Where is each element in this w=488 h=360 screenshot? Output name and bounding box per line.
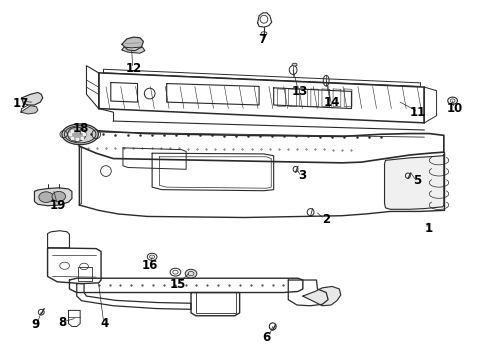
- Ellipse shape: [291, 63, 296, 66]
- Text: 14: 14: [323, 96, 340, 109]
- Polygon shape: [122, 37, 143, 51]
- Text: 15: 15: [170, 278, 186, 291]
- Text: 17: 17: [13, 97, 29, 110]
- Text: 8: 8: [59, 316, 67, 329]
- Polygon shape: [22, 93, 42, 105]
- Text: 18: 18: [73, 122, 89, 135]
- Polygon shape: [384, 154, 443, 209]
- Text: 9: 9: [31, 318, 40, 331]
- Text: 5: 5: [413, 174, 421, 187]
- Text: 1: 1: [424, 222, 431, 235]
- Ellipse shape: [39, 192, 53, 203]
- Ellipse shape: [67, 127, 86, 141]
- Ellipse shape: [62, 124, 98, 145]
- Polygon shape: [21, 106, 38, 114]
- Ellipse shape: [185, 269, 197, 278]
- Text: 2: 2: [322, 213, 329, 226]
- Text: 6: 6: [262, 332, 270, 345]
- Text: 11: 11: [408, 105, 425, 119]
- Text: 13: 13: [291, 85, 307, 98]
- Text: 16: 16: [142, 259, 158, 272]
- Text: 7: 7: [257, 33, 265, 46]
- Text: 12: 12: [125, 62, 142, 75]
- Text: 10: 10: [446, 102, 462, 115]
- Polygon shape: [34, 188, 72, 206]
- Polygon shape: [122, 47, 144, 53]
- Text: 3: 3: [297, 169, 305, 182]
- Bar: [196, 292, 235, 313]
- Ellipse shape: [52, 192, 65, 202]
- Polygon shape: [302, 287, 340, 306]
- Bar: [78, 267, 92, 281]
- Text: 19: 19: [49, 198, 66, 212]
- Text: 4: 4: [100, 317, 108, 330]
